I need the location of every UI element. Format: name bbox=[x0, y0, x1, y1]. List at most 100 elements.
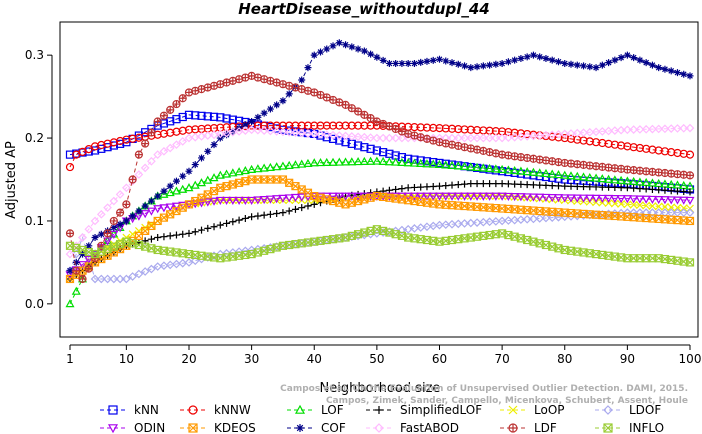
point-fastabod-15 bbox=[153, 150, 163, 159]
legend-label-cof: COF bbox=[321, 421, 346, 434]
point-odin-33 bbox=[265, 195, 275, 204]
point-cof-95 bbox=[655, 64, 663, 72]
point-simplifiedlof-35 bbox=[279, 209, 287, 217]
point-odin-15 bbox=[153, 205, 163, 214]
point-lof-69 bbox=[491, 164, 501, 173]
point-ldf-12 bbox=[134, 150, 143, 159]
point-knn-59 bbox=[429, 157, 438, 167]
point-knnw-84 bbox=[585, 137, 594, 146]
legend-label-knn: kNN bbox=[134, 403, 159, 417]
point-ldof-100 bbox=[685, 208, 695, 218]
x-tick-label-1: 1 bbox=[66, 352, 74, 366]
point-knnw-42 bbox=[322, 121, 331, 130]
point-lof-78 bbox=[547, 169, 557, 178]
point-fastabod-99 bbox=[679, 123, 689, 133]
point-fastabod-31 bbox=[253, 125, 263, 135]
point-knnw-46 bbox=[347, 121, 356, 130]
point-simplifiedlof-79 bbox=[554, 182, 562, 190]
point-cof-79 bbox=[554, 58, 562, 66]
point-odin-79 bbox=[553, 194, 564, 203]
point-fastabod-82 bbox=[572, 128, 582, 138]
point-fastabod-63 bbox=[453, 133, 463, 143]
point-fastabod-75 bbox=[529, 131, 538, 141]
point-ldof-94 bbox=[648, 208, 657, 218]
point-cof-77 bbox=[542, 54, 550, 62]
x-tick-label-40: 40 bbox=[307, 352, 322, 366]
point-lof-70 bbox=[497, 164, 507, 173]
point-simplifiedlof-71 bbox=[504, 180, 512, 188]
point-loop-99 bbox=[679, 204, 688, 213]
point-knnw-81 bbox=[566, 134, 576, 143]
point-simplifiedlof-33 bbox=[266, 210, 274, 218]
point-knnw-85 bbox=[591, 138, 601, 147]
point-ldf-2 bbox=[72, 266, 81, 275]
point-cof-6 bbox=[97, 230, 105, 238]
point-odin-34 bbox=[272, 195, 282, 204]
point-odin-91 bbox=[629, 195, 639, 204]
point-lof-59 bbox=[428, 159, 438, 168]
point-lof-63 bbox=[453, 161, 463, 170]
point-lof-2 bbox=[71, 286, 81, 295]
point-lof-80 bbox=[560, 170, 570, 179]
point-lof-32 bbox=[259, 163, 269, 172]
point-ldof-6 bbox=[96, 274, 106, 284]
point-cof-40 bbox=[310, 51, 318, 59]
point-odin-31 bbox=[253, 196, 263, 205]
point-fastabod-76 bbox=[535, 131, 545, 140]
legend-label-fastabod: FastABOD bbox=[400, 421, 459, 434]
legend: kNN kNNW LOF SimplifiedLOF LoOP LDOF ODIN KDEOS… bbox=[100, 403, 664, 434]
point-cof-64 bbox=[461, 62, 469, 70]
point-odin-24 bbox=[209, 197, 219, 206]
point-knn-24 bbox=[209, 112, 219, 121]
point-cof-38 bbox=[298, 76, 306, 84]
point-cof-34 bbox=[273, 101, 281, 109]
point-knnw-64 bbox=[460, 125, 469, 134]
point-odin-25 bbox=[215, 196, 225, 205]
point-knnw-66 bbox=[472, 125, 482, 135]
point-simplifiedlof-26 bbox=[223, 219, 231, 227]
point-cof-2 bbox=[72, 258, 80, 266]
point-simplifiedlof-68 bbox=[486, 180, 494, 188]
point-lof-52 bbox=[384, 157, 394, 166]
point-simplifiedlof-55 bbox=[404, 184, 412, 192]
point-cof-44 bbox=[335, 39, 343, 47]
point-odin-26 bbox=[222, 196, 232, 205]
point-ldof-95 bbox=[654, 208, 664, 218]
point-cof-18 bbox=[172, 177, 180, 185]
point-ldof-10 bbox=[122, 274, 131, 284]
point-simplifiedlof-15 bbox=[154, 234, 162, 242]
point-ldof-71 bbox=[504, 216, 513, 225]
point-simplifiedlof-81 bbox=[567, 182, 575, 190]
point-odin-85 bbox=[591, 194, 601, 203]
watermark-line-1: Campos et al. On the Evaluation of Unsup… bbox=[280, 384, 688, 394]
point-cof-100 bbox=[686, 72, 694, 80]
point-knn-44 bbox=[335, 136, 344, 145]
point-lof-66 bbox=[472, 162, 482, 171]
point-ldf-15 bbox=[153, 117, 162, 126]
point-cof-41 bbox=[317, 48, 325, 56]
point-cof-32 bbox=[260, 109, 268, 117]
point-lof-83 bbox=[579, 172, 589, 181]
point-knnw-100 bbox=[685, 150, 695, 159]
x-tick-label-90: 90 bbox=[620, 352, 635, 366]
point-fastabod-17 bbox=[165, 143, 175, 153]
point-lof-19 bbox=[178, 184, 188, 193]
point-lof-55 bbox=[403, 158, 413, 167]
point-odin-66 bbox=[472, 192, 482, 201]
point-knnw-98 bbox=[673, 148, 682, 158]
point-odin-57 bbox=[416, 192, 426, 201]
point-cof-3 bbox=[79, 250, 87, 258]
point-odin-65 bbox=[466, 192, 476, 201]
point-lof-56 bbox=[409, 158, 419, 167]
point-knnw-56 bbox=[410, 123, 419, 132]
point-odin-71 bbox=[503, 192, 513, 201]
point-cof-73 bbox=[517, 54, 525, 62]
point-cof-42 bbox=[323, 45, 331, 53]
point-fastabod-37 bbox=[291, 128, 300, 138]
point-lof-29 bbox=[240, 165, 250, 175]
point-fastabod-40 bbox=[309, 129, 319, 139]
point-knnw-79 bbox=[554, 133, 563, 142]
point-cof-22 bbox=[198, 154, 206, 162]
point-knn-55 bbox=[404, 154, 413, 163]
point-knn-28 bbox=[234, 116, 244, 125]
